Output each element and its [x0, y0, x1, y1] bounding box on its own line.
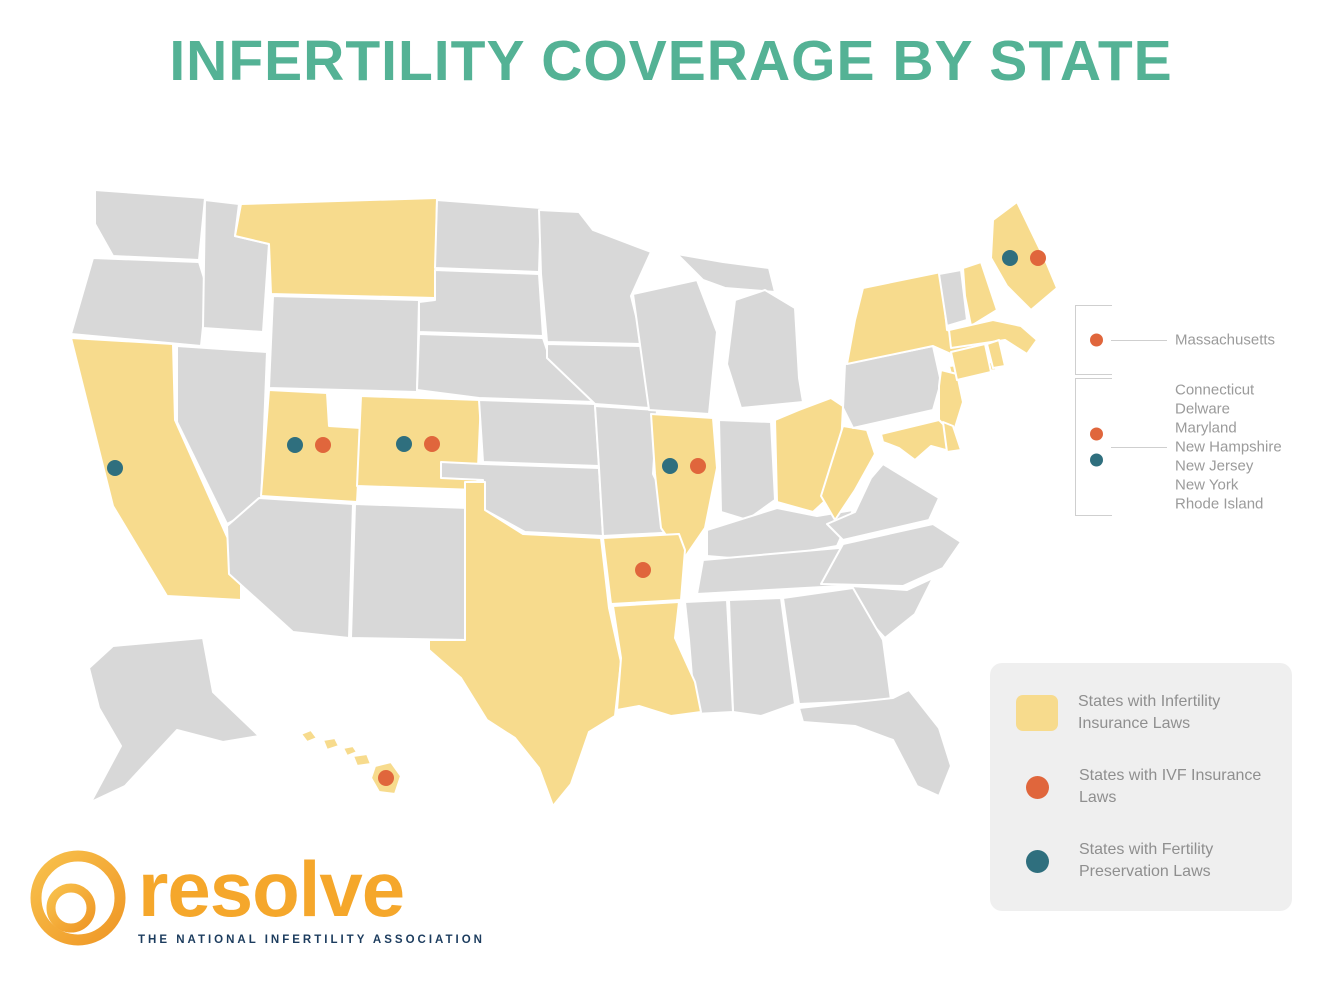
callout-labels: Connecticut Delware Maryland New Hampshire N… — [1175, 381, 1282, 514]
state-tx — [428, 481, 622, 807]
state-ms — [684, 599, 734, 715]
callout-dots — [1090, 333, 1103, 347]
state-mi — [676, 253, 776, 293]
state-wy — [268, 295, 420, 393]
state-ak — [88, 637, 260, 803]
northeast-states-callout: Connecticut Delware Maryland New Hampshire N… — [1075, 378, 1342, 516]
legend-item-label: States with Infertility Insurance Laws — [1078, 693, 1221, 732]
state-de — [942, 421, 962, 453]
logo-tagline: THE NATIONAL INFERTILITY ASSOCIATION — [138, 934, 485, 946]
state-va — [826, 463, 940, 541]
callout-state-label: New Hampshire — [1175, 438, 1282, 456]
state-nd — [434, 199, 542, 273]
state-mt — [234, 197, 438, 299]
ca-preservation-dot — [107, 460, 123, 476]
callout-state-label: Massachusetts — [1175, 331, 1276, 349]
callout-connector-line — [1111, 340, 1167, 341]
ivf-dot — [1090, 427, 1103, 441]
callout-labels: Massachusetts — [1175, 331, 1275, 350]
hi-ivf-dot — [378, 770, 394, 786]
co-ivf-dot — [424, 436, 440, 452]
preservation-dot-swatch — [1026, 849, 1049, 873]
callout-state-label: Maryland — [1175, 419, 1237, 437]
me-preservation-dot — [1002, 250, 1018, 266]
legend-item-preservation-dot: States with Fertility Preservation Laws — [1016, 839, 1266, 883]
state-wa — [94, 189, 206, 261]
state-mn — [538, 209, 652, 345]
callout-state-label: Rhode Island — [1175, 495, 1264, 513]
callout-connector-line — [1111, 447, 1167, 448]
preservation-dot — [1090, 453, 1103, 467]
state-ks — [478, 399, 600, 467]
state-wi — [632, 279, 718, 415]
logo-wordmark: resolve — [138, 845, 405, 933]
massachusetts-callout: Massachusetts — [1075, 305, 1342, 375]
state-nh — [962, 261, 998, 327]
state-ia — [546, 343, 650, 409]
state-hi — [300, 729, 318, 743]
me-ivf-dot — [1030, 250, 1046, 266]
callout-bracket — [1075, 378, 1112, 516]
state-ct — [950, 343, 992, 381]
state-hi — [352, 753, 372, 767]
ar-ivf-dot — [635, 562, 651, 578]
state-me — [990, 201, 1058, 311]
callout-state-label: New Jersey — [1175, 457, 1254, 475]
legend-item-square: States with Infertility Insurance Laws — [1016, 691, 1266, 735]
state-ri — [986, 339, 1006, 369]
state-in — [718, 419, 776, 521]
coverage-state-swatch — [1016, 695, 1058, 731]
state-il — [650, 413, 718, 561]
state-fl — [798, 689, 952, 797]
ut-ivf-dot — [315, 437, 331, 453]
co-preservation-dot — [396, 436, 412, 452]
state-hi — [342, 745, 358, 757]
ut-preservation-dot — [287, 437, 303, 453]
state-nm — [350, 503, 470, 641]
resolve-circles-icon — [30, 850, 126, 946]
state-hi — [322, 737, 340, 751]
il-preservation-dot — [662, 458, 678, 474]
state-md — [880, 419, 954, 461]
legend-item-label: States with Fertility Preservation Laws — [1079, 841, 1214, 880]
ivf-dot-swatch — [1026, 775, 1049, 799]
page-title: INFERTILITY COVERAGE BY STATE — [169, 29, 1173, 93]
state-mi — [726, 289, 804, 409]
state-or — [70, 257, 208, 347]
callout-bracket — [1075, 305, 1112, 375]
state-nc — [820, 523, 962, 587]
ivf-dot — [1090, 333, 1103, 347]
state-ut — [260, 389, 362, 503]
us-map — [70, 189, 1058, 807]
state-ok — [440, 461, 604, 537]
state-ma — [948, 319, 1038, 355]
state-az — [226, 497, 354, 639]
legend-item-label: States with IVF Insurance Laws — [1079, 767, 1262, 806]
callout-state-label: Delware — [1175, 400, 1231, 418]
il-ivf-dot — [690, 458, 706, 474]
legend: States with Infertility Insurance Laws St… — [990, 663, 1292, 911]
callout-state-label: Connecticut — [1175, 381, 1255, 399]
logo-text-block: resolve THE NATIONAL INFERTILITY ASSOCIA… — [138, 846, 485, 946]
state-sd — [418, 269, 544, 337]
callout-state-label: New York — [1175, 476, 1239, 494]
callout-dots — [1090, 427, 1103, 467]
resolve-logo: resolve THE NATIONAL INFERTILITY ASSOCIA… — [26, 846, 485, 950]
legend-item-ivf-dot: States with IVF Insurance Laws — [1016, 765, 1266, 809]
state-vt — [938, 269, 968, 327]
state-la — [612, 601, 702, 717]
